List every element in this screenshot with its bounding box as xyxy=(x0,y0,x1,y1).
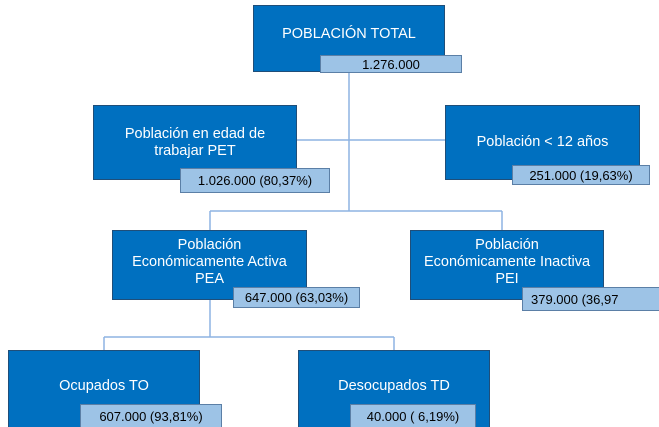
node-value: 647.000 (63,03%) xyxy=(233,287,360,308)
node-value: 251.000 (19,63%) xyxy=(512,165,650,185)
node-value: 379.000 (36,97 xyxy=(522,287,659,311)
node-box: Población en edad de trabajar PET xyxy=(93,105,297,180)
node-value: 607.000 (93,81%) xyxy=(80,404,222,427)
node-value: 40.000 ( 6,19%) xyxy=(350,404,476,427)
node-value: 1.276.000 xyxy=(320,55,462,73)
node-value: 1.026.000 (80,37%) xyxy=(180,168,330,193)
